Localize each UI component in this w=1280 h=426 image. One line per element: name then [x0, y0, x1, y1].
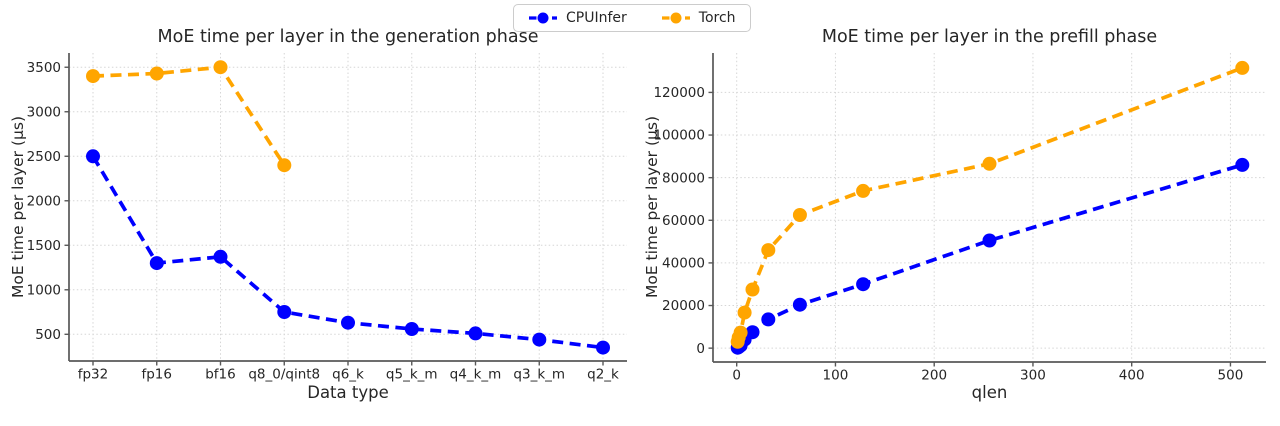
x-tick-label: 300 — [1020, 368, 1046, 384]
data-point-cpuinfer — [982, 233, 997, 248]
legend: CPUInfer Torch — [513, 4, 751, 32]
data-point-torch — [737, 305, 752, 320]
y-tick-label: 2000 — [27, 193, 61, 209]
x-tick-label: 0 — [732, 368, 741, 384]
prefill-x-axis-label: qlen — [971, 383, 1008, 402]
y-tick-label: 500 — [35, 327, 61, 343]
x-tick-label: 400 — [1119, 368, 1145, 384]
y-tick-label: 120000 — [653, 85, 705, 101]
y-tick-label: 3500 — [27, 60, 61, 76]
series-line-torch — [92, 65, 286, 167]
data-point-cpuinfer — [277, 305, 292, 319]
y-tick-label: 40000 — [662, 256, 705, 272]
x-tick-label: q4_k_m — [450, 367, 502, 383]
cpuinfer-line-marker-icon — [529, 12, 557, 24]
data-point-cpuinfer — [1235, 157, 1250, 172]
y-tick-label: 60000 — [662, 213, 705, 229]
legend-label: CPUInfer — [566, 10, 627, 26]
x-tick-label: q5_k_m — [386, 367, 438, 383]
data-point-cpuinfer — [745, 325, 760, 340]
legend-item-cpuinfer: CPUInfer — [528, 10, 627, 26]
y-tick-label: 3000 — [27, 104, 61, 120]
data-point-torch — [213, 60, 228, 75]
series-line-cpuinfer — [736, 163, 1243, 350]
x-tick-label: 500 — [1218, 368, 1244, 384]
data-point-cpuinfer — [761, 312, 776, 327]
x-tick-label: fp32 — [78, 367, 109, 383]
y-tick-label: 0 — [696, 341, 705, 357]
data-point-cpuinfer — [341, 315, 355, 330]
data-point-torch — [86, 69, 100, 84]
legend-label: Torch — [698, 10, 736, 26]
data-point-torch — [982, 156, 997, 171]
y-tick-label: 100000 — [653, 128, 705, 144]
generation-chart-title: MoE time per layer in the generation pha… — [157, 27, 539, 47]
x-tick-label: q8_0/qint8 — [248, 367, 320, 383]
y-tick-label: 1500 — [27, 238, 61, 254]
x-tick-label: q3_k_m — [513, 367, 565, 383]
data-point-torch — [149, 66, 164, 81]
data-point-torch — [745, 282, 760, 297]
y-tick-label: 80000 — [662, 170, 705, 186]
data-point-cpuinfer — [792, 297, 807, 312]
x-tick-label: 200 — [921, 368, 947, 384]
legend-item-torch: Torch — [661, 10, 736, 26]
y-tick-label: 2500 — [27, 149, 61, 165]
x-tick-label: q6_k — [332, 367, 364, 383]
x-tick-label: fp16 — [141, 367, 172, 383]
data-point-cpuinfer — [856, 277, 871, 292]
generation-x-axis-label: Data type — [307, 383, 389, 402]
x-tick-label: 100 — [823, 368, 849, 384]
chart-0: fp32 fp16 bf16 q8_0/qint8 q6_k q5_k_m q4_k_m q3… — [27, 53, 627, 383]
x-tick-label: bf16 — [205, 367, 236, 383]
data-point-torch — [856, 183, 871, 198]
data-point-cpuinfer — [468, 326, 483, 341]
data-point-cpuinfer — [149, 256, 164, 271]
data-point-cpuinfer — [86, 149, 100, 164]
data-point-torch — [277, 158, 292, 173]
y-tick-label: 20000 — [662, 298, 705, 314]
prefill-chart-title: MoE time per layer in the prefill phase — [821, 27, 1158, 47]
data-point-torch — [761, 243, 776, 258]
data-point-torch — [792, 208, 807, 222]
data-point-torch — [733, 325, 748, 340]
data-point-cpuinfer — [532, 332, 547, 347]
data-point-cpuinfer — [404, 322, 419, 336]
data-point-torch — [1235, 60, 1250, 75]
chart-1: 0 100 200 300 400 500 0 20000 40000 60000 80000 100… — [653, 53, 1266, 384]
x-tick-label: q2_k — [587, 367, 619, 383]
data-point-cpuinfer — [596, 340, 610, 355]
y-tick-label: 1000 — [27, 282, 61, 298]
data-point-cpuinfer — [213, 249, 228, 264]
torch-line-marker-icon — [661, 12, 690, 24]
